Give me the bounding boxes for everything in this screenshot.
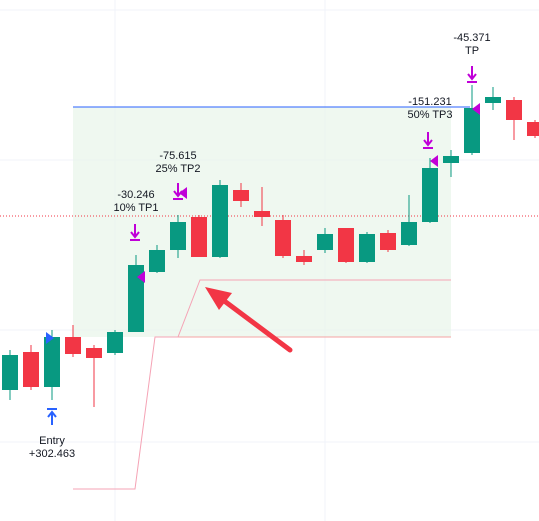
annotation: +302.463: [29, 448, 75, 460]
candle-body: [107, 332, 123, 353]
pointer-arrow: [212, 291, 293, 353]
annotation: 10% TP1: [113, 202, 158, 214]
markers: [46, 66, 480, 425]
pointer-arrow-head: [205, 287, 232, 310]
stop-line: [73, 279, 451, 490]
candle-body: [485, 97, 501, 103]
annotations: -30.246 10% TP1 -75.615 25% TP2 -151.231…: [29, 32, 491, 460]
candle-body: [401, 222, 417, 245]
candle-body: [44, 337, 60, 387]
candle-body: [422, 168, 438, 222]
candle-body: [443, 156, 459, 163]
annotation: TP: [465, 45, 479, 57]
candle-body: [191, 217, 207, 257]
candle-body: [65, 337, 81, 354]
candle-body: [359, 234, 375, 262]
annotation: 25% TP2: [155, 163, 200, 175]
candle-body: [23, 352, 39, 387]
candle-body: [275, 220, 291, 256]
candle-body: [338, 228, 354, 262]
candle-body: [233, 190, 249, 201]
annotation: -75.615: [159, 150, 196, 162]
candle-body: [2, 355, 18, 390]
annotation: 50% TP3: [407, 109, 452, 121]
annotation: -151.231: [408, 96, 451, 108]
annotation: Entry: [39, 435, 65, 447]
annotation: -45.371: [453, 32, 490, 44]
candle-body: [212, 185, 228, 257]
candle-body: [128, 265, 144, 332]
candle-body: [506, 100, 522, 120]
candle-body: [149, 250, 165, 272]
candle-body: [86, 348, 102, 358]
candle-body: [464, 108, 480, 153]
candle-body: [296, 256, 312, 262]
candle-body: [317, 234, 333, 250]
candle-body: [527, 122, 539, 136]
candle-body: [254, 211, 270, 217]
candle-body: [380, 233, 396, 250]
annotation: -30.246: [117, 189, 154, 201]
candle-body: [170, 222, 186, 250]
